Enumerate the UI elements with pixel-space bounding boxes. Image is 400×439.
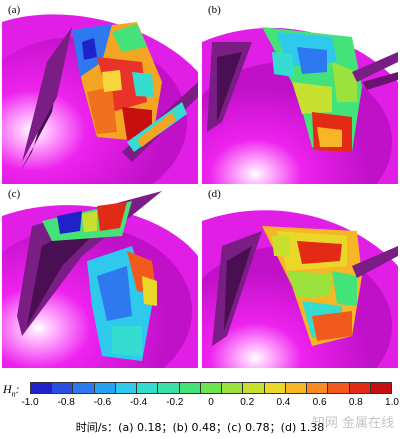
- panel-c-plot: [2, 186, 198, 368]
- colorbar-tick-label: -1.0: [21, 397, 39, 408]
- colorbar-tick-label: -0.4: [129, 397, 148, 408]
- colorbar-cell: [31, 383, 53, 393]
- colorbar-cell: [115, 383, 138, 393]
- contour-sheet: [42, 201, 157, 361]
- colorbar-cell: [52, 383, 74, 393]
- panel-label: (b): [208, 4, 221, 16]
- colorbar-cell: [243, 383, 265, 393]
- colorbar-tick-label: 1.0: [385, 397, 399, 408]
- colorbar-cell: [73, 383, 95, 393]
- colorbar-scale: [30, 382, 392, 394]
- colorbar-cell: [285, 383, 308, 393]
- panel-c: (c): [2, 186, 198, 368]
- panel-label: (a): [8, 4, 21, 16]
- colorbar-cell: [200, 383, 223, 393]
- panel-d-plot: [202, 186, 398, 368]
- colorbar-cell: [222, 383, 244, 393]
- colorbar-symbol: Hn:: [3, 382, 20, 399]
- colorbar-tick-label: 0: [208, 397, 214, 408]
- panel-a-plot: [2, 2, 198, 184]
- colorbar-tick-label: -0.6: [93, 397, 112, 408]
- colorbar-tick-label: -0.2: [166, 397, 184, 408]
- panel-label: (c): [8, 188, 21, 200]
- colorbar-cell: [370, 383, 391, 393]
- colorbar-cell: [158, 383, 180, 393]
- blade: [22, 27, 72, 162]
- panel-label: (d): [208, 188, 221, 200]
- colorbar-cell: [307, 383, 329, 393]
- contour-sheet: [262, 226, 362, 346]
- colorbar-tick-label: 0.4: [276, 397, 291, 408]
- colorbar-ticks: -1.0 -0.8 -0.6 -0.4 -0.2 0 0.2 0.4 0.6 0.8 1.0: [21, 397, 399, 409]
- panel-b: (b): [202, 2, 398, 184]
- colorbar-tick-label: 0.2: [240, 397, 255, 408]
- figure-caption: 时间/s：(a) 0.18；(b) 0.48；(c) 0.78；(d) 1.38: [75, 421, 325, 434]
- colorbar-cell: [349, 383, 371, 393]
- panel-b-plot: [202, 2, 398, 184]
- colorbar: Hn: -1.0 -0.8 -0.6 -0.4 -0.2 0 0.2 0.4 0.6 0.8 1.0: [0, 378, 400, 418]
- colorbar-cell: [179, 383, 201, 393]
- colorbar-cell: [328, 383, 350, 393]
- colorbar-tick-label: -0.8: [57, 397, 75, 408]
- colorbar-cell: [94, 383, 116, 393]
- colorbar-cell: [264, 383, 286, 393]
- panel-a: (a): [2, 2, 198, 184]
- contour-sheet: [262, 27, 362, 152]
- colorbar-tick-label: 0.6: [312, 397, 327, 408]
- contour-sheet: [72, 22, 162, 142]
- watermark: 知网 金属在线: [311, 416, 394, 431]
- colorbar-cell: [137, 383, 159, 393]
- colorbar-tick-label: 0.8: [348, 397, 363, 408]
- panel-d: (d): [202, 186, 398, 368]
